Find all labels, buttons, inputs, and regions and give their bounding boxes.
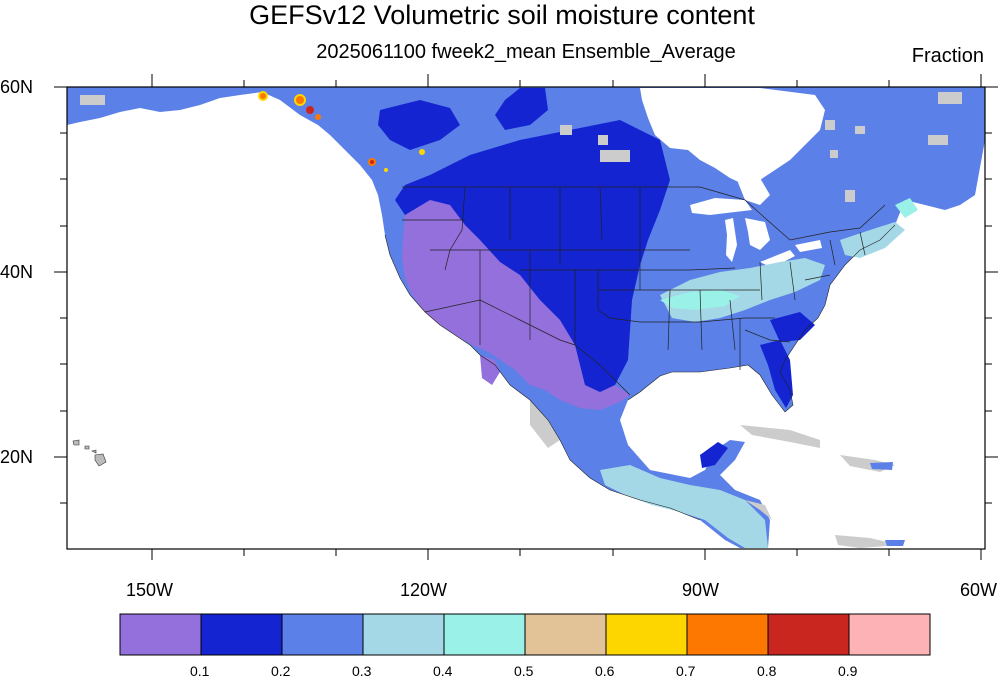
- colorbar-box-2: [281, 613, 364, 656]
- lat-label-40n: 40N: [0, 262, 34, 282]
- lat-label-20n: 20N: [0, 447, 34, 467]
- colorbar-box-5: [524, 613, 607, 656]
- colorbar-box-4: [443, 613, 526, 656]
- dry-band-florida: [760, 340, 793, 408]
- colorbar-label-7: 0.7: [676, 663, 696, 679]
- lon-label-150w: 150W: [126, 580, 174, 600]
- colorbar-box-7: [686, 613, 769, 656]
- dry-band-carolinas: [770, 312, 815, 342]
- colorbar-box-9: [848, 613, 931, 656]
- lake-ontario: [795, 240, 822, 252]
- dry-band-alberta: [495, 88, 548, 130]
- colorbar-box-3: [362, 613, 445, 656]
- colorbar-box-8: [767, 613, 850, 656]
- colorbar-box-6: [605, 613, 688, 656]
- axis-ticks: [54, 74, 998, 560]
- colorbar-box-1: [200, 613, 283, 656]
- colorbar-label-5: 0.5: [514, 663, 534, 679]
- coastline: [384, 224, 896, 521]
- james-bay: [735, 175, 770, 205]
- political-borders: [402, 186, 886, 396]
- colorbar-box-0: [119, 613, 202, 656]
- colorbar-label-6: 0.6: [595, 663, 615, 679]
- figure-title: GEFSv12 Volumetric soil moisture content: [249, 0, 755, 30]
- very-dry-southwest: [402, 200, 630, 410]
- units-label: Fraction: [911, 45, 984, 67]
- colorbar-label-9: 0.9: [838, 663, 858, 679]
- dry-band-northwest: [378, 100, 460, 150]
- wet-patch-quebec: [895, 198, 918, 218]
- lon-label-90w: 90W: [682, 580, 720, 600]
- colorbar-label-2: 0.2: [271, 663, 291, 679]
- lon-label-60w: 60W: [960, 580, 998, 600]
- lat-label-60n: 60N: [0, 77, 34, 97]
- caribbean-islands: [870, 462, 905, 546]
- colorbar-label-4: 0.4: [433, 663, 453, 679]
- hawaii-islands: [72, 439, 107, 467]
- colorbar-label-1: 0.1: [190, 663, 210, 679]
- lake-superior: [690, 198, 752, 215]
- alaska-high-values: [258, 91, 425, 172]
- lon-label-120w: 120W: [400, 580, 448, 600]
- soil-moisture-map: [54, 74, 998, 560]
- lake-huron: [745, 218, 770, 250]
- hudson-bay: [640, 88, 825, 185]
- colorbar-label-8: 0.8: [757, 663, 777, 679]
- dry-band-plains: [395, 120, 670, 395]
- figure-subtitle: 2025061100 fweek2_mean Ensemble_Average: [316, 41, 736, 63]
- lake-erie: [760, 250, 795, 268]
- lake-michigan: [725, 218, 737, 262]
- dry-band-cuba: [700, 442, 728, 468]
- colorbar-label-3: 0.3: [352, 663, 372, 679]
- moist-central-america: [600, 465, 768, 548]
- no-data-patches: [80, 92, 962, 548]
- very-dry-baja: [480, 355, 500, 385]
